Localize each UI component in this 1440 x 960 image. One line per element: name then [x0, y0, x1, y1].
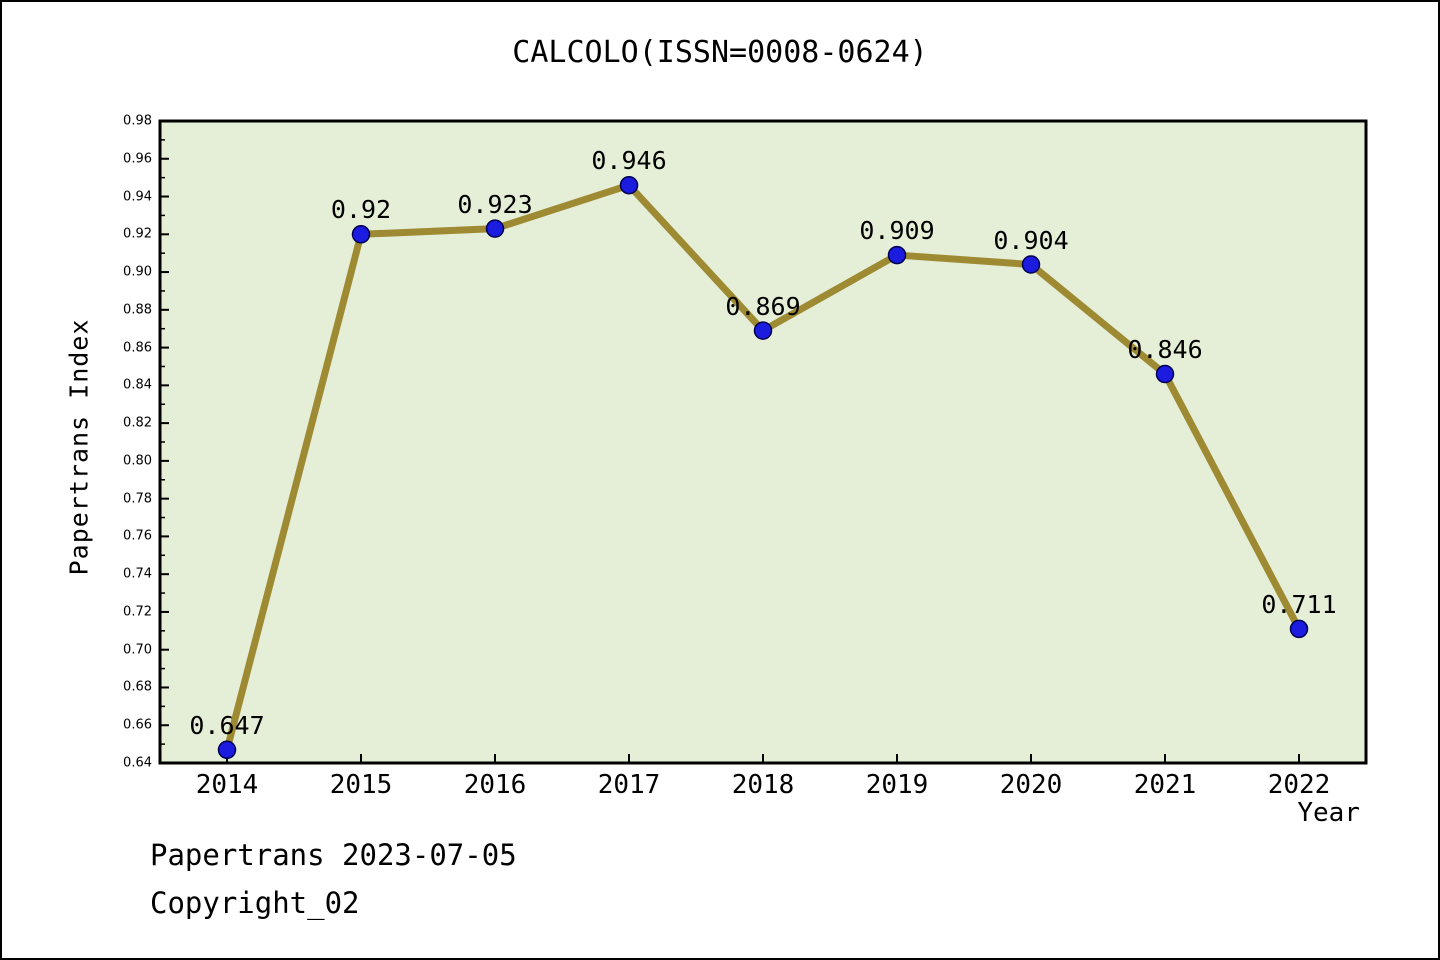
data-point-marker	[217, 740, 237, 760]
y-tick-label: 0.64	[123, 755, 152, 771]
chart-title: CALCOLO(ISSN=0008-0624)	[512, 35, 928, 70]
y-tick-label: 0.74	[123, 566, 152, 582]
data-point-label: 0.846	[1127, 335, 1203, 365]
footer-copyright: Copyright_02	[150, 886, 360, 920]
data-point-label: 0.904	[993, 225, 1069, 255]
data-point-marker	[619, 175, 639, 195]
y-tick-label: 0.98	[123, 113, 152, 129]
y-tick-label: 0.72	[123, 604, 152, 620]
data-point-marker	[753, 321, 773, 340]
x-tick-label: 2020	[999, 770, 1063, 800]
x-axis-label: Year	[1297, 798, 1360, 828]
x-tick-label: 2014	[195, 770, 259, 800]
data-point-marker	[1289, 619, 1309, 639]
x-tick-label: 2022	[1267, 770, 1331, 800]
x-tick-label: 2016	[463, 770, 527, 800]
data-point-label: 0.92	[330, 195, 392, 225]
y-tick-label: 0.88	[123, 302, 152, 318]
y-tick-label: 0.70	[123, 642, 152, 658]
data-point-label: 0.647	[189, 710, 265, 740]
y-tick-label: 0.90	[123, 264, 152, 280]
data-point-label: 0.711	[1261, 589, 1337, 619]
y-tick-label: 0.80	[123, 453, 152, 469]
y-tick-label: 0.94	[123, 189, 152, 205]
data-point-label: 0.909	[859, 216, 935, 246]
x-tick-label: 2021	[1133, 770, 1197, 800]
x-tick-label: 2017	[597, 770, 661, 800]
data-point-marker	[485, 219, 505, 238]
y-tick-label: 0.66	[123, 717, 152, 733]
data-point-label: 0.923	[457, 189, 533, 219]
plot-frame	[158, 119, 1368, 765]
y-tick-label: 0.78	[123, 491, 152, 507]
y-tick-label: 0.68	[123, 679, 152, 695]
y-tick-label: 0.96	[123, 151, 152, 167]
data-point-marker	[1021, 255, 1041, 274]
y-tick-label: 0.82	[123, 415, 152, 431]
y-tick-label: 0.92	[123, 226, 152, 242]
x-tick-label: 2015	[329, 770, 393, 800]
y-tick-label: 0.84	[123, 377, 152, 393]
x-tick-label: 2018	[731, 770, 795, 800]
x-tick-label: 2019	[865, 770, 929, 800]
footer-source-date: Papertrans 2023-07-05	[150, 838, 517, 872]
data-point-label: 0.869	[725, 291, 801, 321]
data-point-marker	[887, 245, 907, 265]
y-tick-label: 0.86	[123, 340, 152, 356]
data-point-marker	[1155, 364, 1175, 384]
y-tick-label: 0.76	[123, 528, 152, 544]
data-point-label: 0.946	[591, 146, 667, 176]
data-point-marker	[351, 225, 371, 244]
